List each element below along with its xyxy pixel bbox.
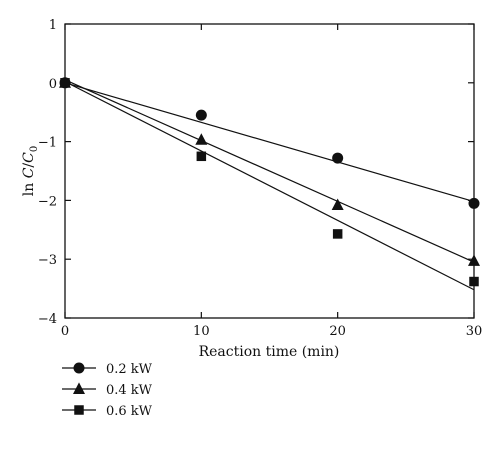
point-triangle-1 — [195, 133, 208, 145]
y-tick-label-0: 1 — [49, 18, 57, 33]
legend-label-triangle: 0.4 kW — [106, 383, 153, 398]
y-tick-label-5: −4 — [38, 312, 57, 327]
fit-lines — [64, 79, 475, 291]
legend-marker-triangle — [73, 382, 85, 394]
legend-label-circle: 0.2 kW — [106, 362, 153, 377]
x-tick-label-3: 30 — [466, 324, 483, 339]
fit-line-square — [64, 81, 475, 291]
legend-marker-square — [74, 405, 84, 415]
point-square-2 — [332, 229, 343, 239]
y-tick-label-3: −2 — [38, 194, 57, 209]
point-triangle-3 — [468, 254, 480, 266]
fit-line-triangle — [64, 79, 475, 263]
y-tick-label-1: 0 — [49, 77, 57, 92]
point-square-3 — [469, 276, 479, 287]
point-square-0 — [60, 78, 70, 88]
x-tick-label-0: 0 — [61, 324, 69, 339]
data-points — [59, 76, 480, 287]
legend: 0.2 kW 0.4 kW 0.6 kW — [62, 362, 153, 419]
point-square-1 — [196, 151, 207, 162]
y-tick-label-4: −3 — [38, 253, 57, 268]
plot-frame — [64, 23, 475, 319]
y-axis-title: ln C/C0 — [21, 146, 40, 196]
point-triangle-2 — [331, 198, 344, 211]
x-axis-title: Reaction time (min) — [199, 344, 340, 360]
x-tick-label-1: 10 — [193, 324, 210, 339]
point-circle-1 — [195, 109, 207, 121]
legend-label-square: 0.6 kW — [106, 404, 153, 419]
x-tick-label-2: 20 — [329, 324, 346, 339]
y-tick-label-2: −1 — [38, 136, 57, 151]
fit-line-circle — [64, 82, 475, 203]
point-circle-2 — [332, 152, 344, 164]
legend-marker-circle — [73, 362, 85, 374]
point-circle-3 — [468, 197, 480, 209]
